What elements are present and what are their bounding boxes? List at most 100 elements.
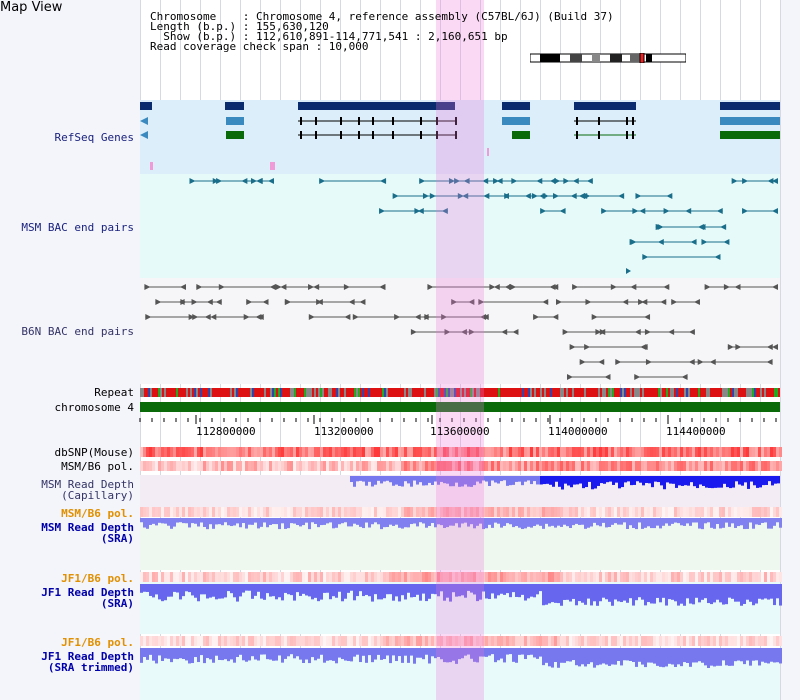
snp-heat-cell <box>416 461 419 471</box>
bac-end <box>451 299 458 305</box>
info-show: Show (b.p.) : 112,610,891-114,771,541 : … <box>150 30 508 43</box>
snp-heat-cell <box>614 447 617 457</box>
snp-heat-cell <box>773 447 776 457</box>
repeat-bar <box>724 388 726 397</box>
depth-bar <box>461 518 464 524</box>
depth-bar <box>203 584 206 595</box>
snp-heat-cell <box>698 447 701 457</box>
depth-bar <box>576 476 579 485</box>
snp-heat-cell <box>743 636 746 646</box>
snp-heat-cell <box>683 507 686 517</box>
depth-bar <box>392 584 395 601</box>
depth-bar <box>425 584 428 602</box>
snp-heat-cell <box>434 572 437 582</box>
snp-heat-cell <box>278 461 281 471</box>
snp-heat-cell <box>323 461 326 471</box>
snp-heat-cell <box>191 636 194 646</box>
repeat-bar <box>212 388 214 397</box>
depth-bar <box>521 518 524 530</box>
depth-bar <box>698 518 701 529</box>
track-label-msm-bac[interactable]: MSM BAC end pairs <box>21 221 134 234</box>
snp-heat-cell <box>377 447 380 457</box>
snp-heat-cell <box>710 461 713 471</box>
snp-heat-cell <box>296 507 299 517</box>
depth-bar <box>401 648 404 663</box>
repeat-bar <box>192 388 194 397</box>
snp-heat-cell <box>470 572 473 582</box>
depth-bar <box>254 584 257 596</box>
selected-region-highlight[interactable] <box>436 0 484 700</box>
snp-heat-cell <box>506 636 509 646</box>
depth-bar <box>353 648 356 657</box>
snp-heat-cell <box>464 636 467 646</box>
snp-heat-cell <box>503 507 506 517</box>
snp-heat-cell <box>203 461 206 471</box>
snp-heat-cell <box>311 461 314 471</box>
snp-heat-cell <box>527 572 530 582</box>
depth-bar <box>527 584 530 599</box>
snp-heat-cell <box>230 461 233 471</box>
depth-bar <box>467 476 470 487</box>
bac-end <box>772 344 778 350</box>
track-label-b6n-bac[interactable]: B6N BAC end pairs <box>21 325 134 338</box>
depth-bar <box>272 648 275 661</box>
snp-heat-cell <box>434 447 437 457</box>
snp-heat-cell <box>428 572 431 582</box>
snp-heat-cell <box>185 572 188 582</box>
depth-bar <box>779 648 782 664</box>
bac-end <box>598 359 605 365</box>
depth-bar <box>206 584 209 599</box>
snp-heat-cell <box>773 507 776 517</box>
bac-end <box>262 299 269 305</box>
snp-heat-cell <box>425 507 428 517</box>
depth-bar <box>521 648 524 655</box>
chromosome-ideogram[interactable] <box>530 53 686 63</box>
depth-bar <box>464 476 467 485</box>
snp-heat-cell <box>200 507 203 517</box>
snp-heat-cell <box>569 507 572 517</box>
depth-bar <box>380 476 383 484</box>
depth-bar <box>431 518 434 524</box>
depth-bar <box>722 648 725 661</box>
depth-bar <box>350 476 353 483</box>
track-label-refseq[interactable]: RefSeq Genes <box>54 131 134 144</box>
depth-bar <box>332 518 335 529</box>
depth-bar <box>200 518 203 523</box>
repeat-bar <box>646 388 648 397</box>
snp-heat-cell <box>575 636 578 646</box>
snp-heat-cell <box>551 507 554 517</box>
depth-bar <box>710 518 713 528</box>
bac-end <box>766 344 773 350</box>
bac-end <box>601 208 608 214</box>
repeat-bar <box>156 388 158 397</box>
ideogram-band <box>646 54 652 62</box>
depth-bar <box>737 584 740 602</box>
depth-bar <box>695 584 698 598</box>
depth-bar <box>524 584 527 601</box>
snp-heat-cell <box>158 447 161 457</box>
snp-heat-cell <box>209 447 212 457</box>
gene-block <box>225 102 244 110</box>
depth-bar <box>335 648 338 664</box>
depth-bar <box>314 584 317 598</box>
depth-bar <box>687 476 690 486</box>
depth-bar <box>296 518 299 526</box>
gene-exon <box>340 117 342 125</box>
repeat-bar <box>394 388 396 397</box>
depth-bar <box>750 476 753 482</box>
depth-bar <box>705 476 708 488</box>
snp-heat-cell <box>428 507 431 517</box>
snp-heat-cell <box>242 572 245 582</box>
snp-heat-cell <box>575 461 578 471</box>
snp-heat-cell <box>632 461 635 471</box>
repeat-bar <box>722 388 724 397</box>
snp-heat-cell <box>689 507 692 517</box>
depth-bar <box>587 648 590 665</box>
snp-heat-cell <box>161 461 164 471</box>
depth-bar <box>743 518 746 530</box>
bac-end <box>410 329 417 335</box>
snp-heat-cell <box>437 507 440 517</box>
snp-heat-cell <box>305 572 308 582</box>
repeat-bar <box>240 388 242 397</box>
